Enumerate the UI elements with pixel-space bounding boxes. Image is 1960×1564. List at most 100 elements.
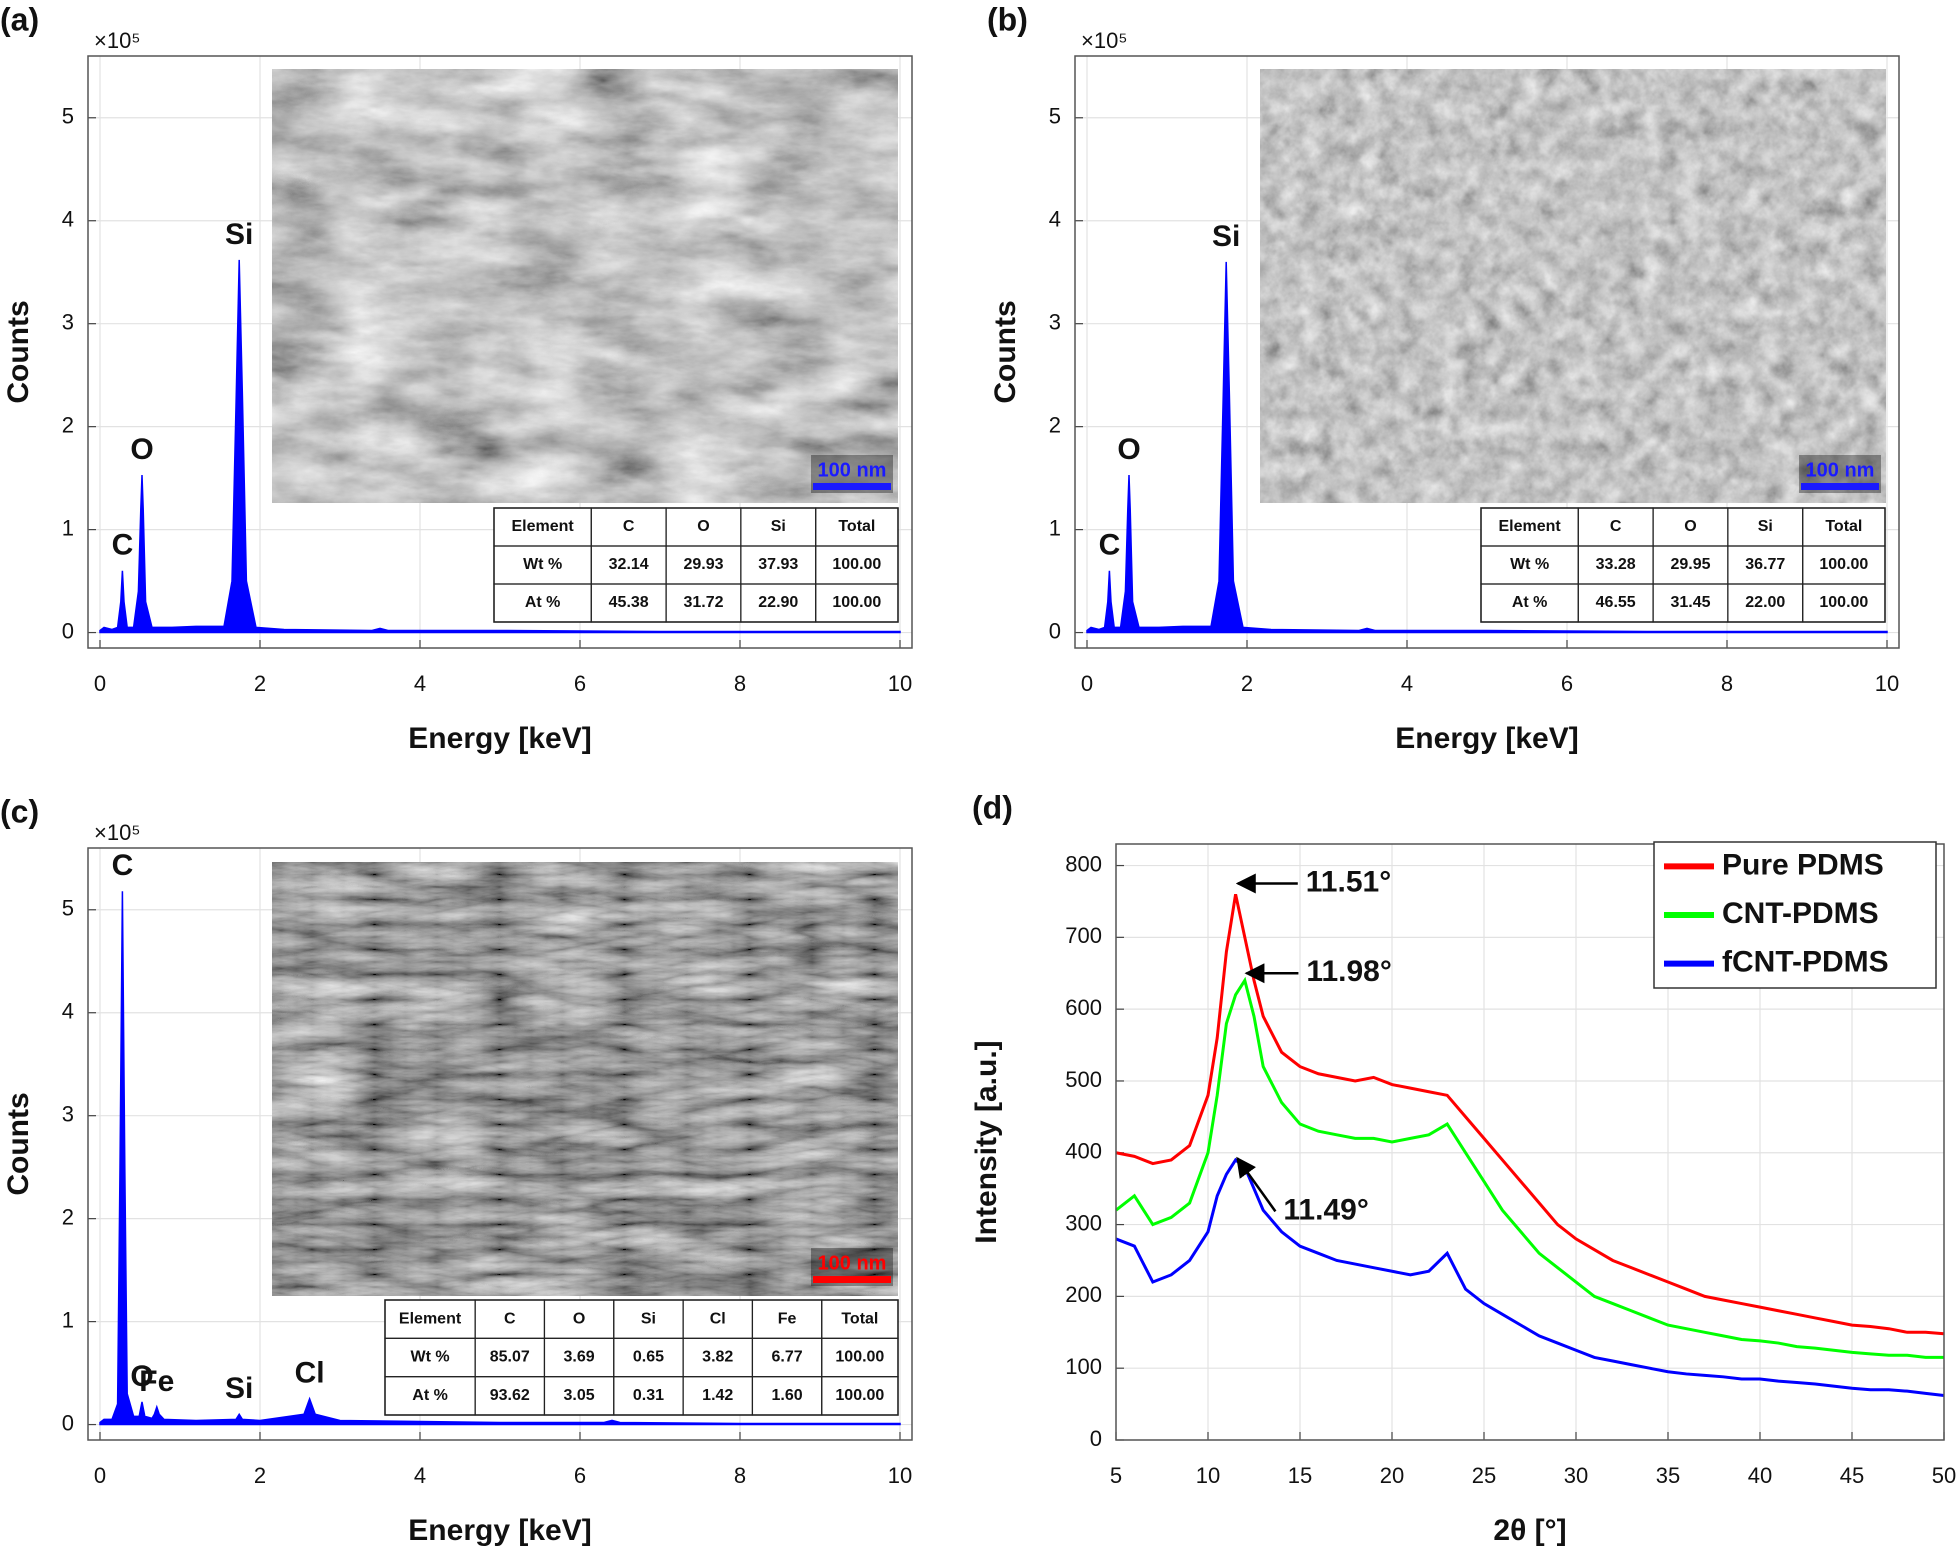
panel-label: (d) bbox=[972, 789, 1013, 825]
x-axis-label: Energy [keV] bbox=[408, 1514, 591, 1547]
plot-frame bbox=[87, 55, 913, 649]
table-text: 31.72 bbox=[683, 594, 723, 611]
table-cell bbox=[821, 1376, 899, 1416]
table-text: Fe bbox=[778, 1310, 797, 1327]
x-tick-label: 8 bbox=[734, 1463, 746, 1488]
peak-label: O bbox=[1117, 433, 1140, 466]
x-tick-label: 2 bbox=[254, 1463, 266, 1488]
table-text: 45.38 bbox=[609, 594, 649, 611]
table-bg bbox=[493, 507, 899, 623]
y-tick-label: 2 bbox=[62, 412, 74, 437]
table-text: Element bbox=[1499, 518, 1562, 535]
y-tick-label: 0 bbox=[62, 1410, 74, 1435]
spectrum bbox=[99, 259, 901, 634]
table-text: 6.77 bbox=[772, 1349, 803, 1366]
table-cell bbox=[815, 583, 899, 623]
x-tick-label: 10 bbox=[888, 671, 912, 696]
annotation-label: 11.51° bbox=[1306, 865, 1391, 898]
table-text: Si bbox=[641, 1310, 656, 1327]
table-text: Cl bbox=[710, 1310, 726, 1327]
y-multiplier: ×10⁵ bbox=[1081, 28, 1127, 53]
sem-image bbox=[272, 69, 898, 503]
table-text: C bbox=[504, 1310, 516, 1327]
table-text: Wt % bbox=[411, 1349, 450, 1366]
series-line bbox=[1115, 976, 1944, 1359]
table-text: Si bbox=[771, 518, 786, 535]
scale-bar bbox=[813, 483, 891, 490]
x-tick-label: 40 bbox=[1748, 1463, 1772, 1488]
panel: 0 2 4 6 8 10 0 1 2 3 4 5 (a) Energy [keV] Counts ×10⁵ 10… bbox=[0, 1, 913, 755]
legend-label: CNT-PDMS bbox=[1722, 897, 1879, 930]
y-tick-label: 5 bbox=[1049, 104, 1061, 129]
y-tick-label: 0 bbox=[62, 618, 74, 643]
x-tick-label: 15 bbox=[1288, 1463, 1312, 1488]
x-tick-label: 8 bbox=[1721, 671, 1733, 696]
table-text: Element bbox=[399, 1310, 462, 1327]
table-text: Wt % bbox=[1510, 556, 1549, 573]
legend-label: fCNT-PDMS bbox=[1722, 946, 1889, 979]
x-tick-label: 30 bbox=[1564, 1463, 1588, 1488]
y-tick-label: 800 bbox=[1065, 851, 1102, 876]
y-tick-label: 1 bbox=[62, 1307, 74, 1332]
y-axis-label: Intensity [a.u.] bbox=[970, 1040, 1003, 1243]
annotation-arrow bbox=[1236, 1156, 1277, 1213]
y-tick-label: 200 bbox=[1065, 1282, 1102, 1307]
table-text: 31.45 bbox=[1670, 594, 1710, 611]
table-text: C bbox=[623, 518, 635, 535]
spectrum bbox=[1086, 261, 1888, 634]
y-tick-label: 0 bbox=[1049, 618, 1061, 643]
scale-bar bbox=[1801, 483, 1879, 490]
y-tick-label: 5 bbox=[62, 896, 74, 921]
y-tick-label: 0 bbox=[1090, 1426, 1102, 1451]
y-tick-label: 300 bbox=[1065, 1210, 1102, 1235]
annotation-label: 11.98° bbox=[1306, 955, 1391, 988]
table-text: 100.00 bbox=[1819, 594, 1868, 611]
x-tick-label: 2 bbox=[254, 671, 266, 696]
table-text: O bbox=[697, 518, 709, 535]
plot-frame bbox=[87, 847, 913, 1441]
x-tick-label: 50 bbox=[1932, 1463, 1956, 1488]
table-text: At % bbox=[412, 1387, 448, 1404]
panel: 0 2 4 6 8 10 0 1 2 3 4 5 (c) Energy [keV] Counts ×10⁵ 10… bbox=[0, 793, 913, 1547]
x-tick-label: 4 bbox=[414, 671, 426, 696]
x-tick-label: 0 bbox=[94, 671, 106, 696]
peak-label: O bbox=[130, 433, 153, 466]
panel-label: (a) bbox=[0, 1, 39, 37]
plot-frame bbox=[1115, 843, 1945, 1441]
scale-bar bbox=[813, 1276, 891, 1283]
x-tick-label: 6 bbox=[574, 671, 586, 696]
table-text: 3.69 bbox=[564, 1349, 595, 1366]
peak-label: Si bbox=[225, 1372, 253, 1405]
x-tick-label: 8 bbox=[734, 671, 746, 696]
annotation-label: 11.49° bbox=[1283, 1193, 1368, 1226]
panel: 5 10 15 20 25 30 35 40 45 50010020030040050060070… bbox=[970, 789, 1956, 1546]
y-tick-label: 2 bbox=[1049, 412, 1061, 437]
x-tick-label: 2 bbox=[1241, 671, 1253, 696]
x-tick-label: 45 bbox=[1840, 1463, 1864, 1488]
y-tick-label: 3 bbox=[1049, 309, 1061, 334]
table-cell bbox=[1802, 583, 1886, 623]
peak-label: Cl bbox=[295, 1357, 325, 1390]
panel: 0 2 4 6 8 10 0 1 2 3 4 5 (b) Energy [keV] Counts ×10⁵ 10… bbox=[987, 1, 1900, 755]
y-tick-label: 700 bbox=[1065, 923, 1102, 948]
sem-image bbox=[1260, 69, 1886, 503]
table-bg bbox=[1480, 507, 1886, 623]
table-text: 1.60 bbox=[772, 1387, 803, 1404]
x-tick-label: 6 bbox=[1561, 671, 1573, 696]
table-text: 1.42 bbox=[702, 1387, 733, 1404]
peak-label: Si bbox=[1212, 220, 1240, 253]
plot-frame bbox=[1074, 55, 1900, 649]
peak-label: O bbox=[130, 1360, 153, 1393]
panel-label: (b) bbox=[987, 1, 1028, 37]
x-tick-label: 0 bbox=[1081, 671, 1093, 696]
table-text: 100.00 bbox=[1819, 556, 1868, 573]
scale-bar-label: 100 nm bbox=[818, 459, 887, 481]
table-text: 0.31 bbox=[633, 1387, 664, 1404]
table-text: 100.00 bbox=[832, 556, 881, 573]
y-multiplier: ×10⁵ bbox=[94, 28, 140, 53]
table-text: 36.77 bbox=[1745, 556, 1785, 573]
table-text: Total bbox=[838, 518, 875, 535]
table-text: 33.28 bbox=[1596, 556, 1636, 573]
table-text: 29.95 bbox=[1670, 556, 1710, 573]
